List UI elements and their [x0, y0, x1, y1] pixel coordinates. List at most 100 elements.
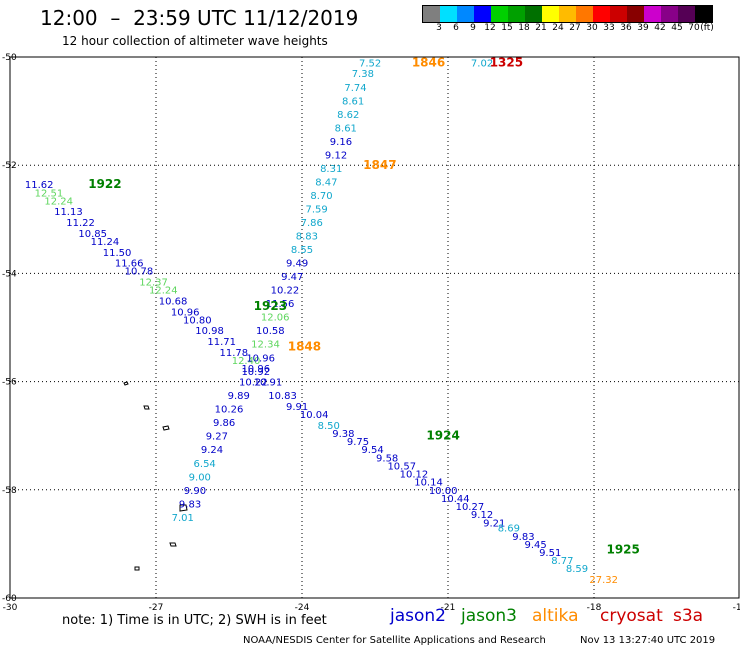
legend-swatch [593, 6, 610, 22]
legend-label: 3 [436, 23, 442, 33]
y-tick-label: -54 [2, 269, 17, 279]
swh-value-altika: 9.00 [189, 472, 211, 483]
swh-value-jason3: 10.91 [254, 378, 283, 389]
swh-value-jason3: 10.12 [400, 470, 429, 481]
swh-value-jason3: 9.38 [332, 429, 354, 440]
legend-swatch [474, 6, 491, 22]
x-tick-label: -15 [733, 603, 740, 613]
legend-swatch [457, 6, 474, 22]
legend-label: 21 [535, 23, 547, 33]
swh-value-altika: 8.61 [335, 123, 357, 134]
swh-value-jason3: 9.83 [512, 532, 534, 543]
swh-value-jason3: 12.51 [35, 188, 64, 199]
swh-value-altika: 10.96 [241, 364, 270, 375]
swh-value-altika: 9.16 [330, 137, 352, 148]
legend-swatch [576, 6, 593, 22]
legend-swatch [661, 6, 678, 22]
swh-value-jason3: 11.24 [91, 237, 120, 248]
swh-value-jason3: 10.00 [429, 486, 458, 497]
swh-value-jason3: 10.96 [171, 307, 200, 318]
credit-text: NOAA/NESDIS Center for Satellite Applica… [243, 635, 546, 646]
x-tick-label: -18 [587, 603, 602, 613]
swh-value-jason3: 11.71 [207, 337, 236, 348]
swh-value-altika: 7.52 [359, 58, 381, 69]
legend-swatch [678, 6, 695, 22]
swh-value-jason3: 9.58 [376, 453, 398, 464]
legend-swatch [644, 6, 661, 22]
swh-value-jason3: 8.50 [318, 421, 340, 432]
swh-value-altika: 8.61 [342, 96, 364, 107]
swh-value-jason3: 9.75 [347, 437, 369, 448]
y-tick-label: -56 [2, 378, 17, 388]
swh-value-altika: 7.59 [305, 204, 327, 215]
satellite-label-s3a: s3a [673, 606, 704, 626]
legend-label: 36 [620, 23, 632, 33]
legend-label: 30 [586, 23, 598, 33]
swh-value-altika: 9.89 [228, 391, 250, 402]
time-label: 1847 [363, 158, 396, 172]
swh-value-jason3: 10.27 [456, 502, 485, 513]
x-tick-label: -27 [149, 603, 164, 613]
satellite-label-jason2: jason2 [390, 606, 446, 626]
swh-value-jason3: 9.45 [524, 540, 546, 551]
swh-value-altika: 8.62 [337, 110, 359, 121]
swh-value-jason3: 11.22 [66, 218, 95, 229]
swh-value-altika: 10.22 [239, 378, 268, 389]
swh-value-jason3: 10.04 [300, 410, 329, 421]
swh-value-altika: 8.55 [291, 245, 313, 256]
swh-value-jason3: 8.77 [551, 556, 573, 567]
legend-swatch [440, 6, 457, 22]
island-outline [143, 405, 150, 410]
swh-value-jason3: 11.62 [25, 180, 54, 191]
swh-value-altika: 12.06 [261, 313, 290, 324]
time-label: 1924 [426, 429, 459, 443]
swh-value-jason3: 9.12 [471, 510, 493, 521]
swh-value-altika: 8.47 [315, 177, 337, 188]
page-title: 12:00 – 23:59 UTC 11/12/2019 [40, 6, 359, 30]
legend-label: 9 [470, 23, 476, 33]
time-label: 1848 [288, 339, 321, 353]
swh-value-altika: 7.01 [172, 513, 194, 524]
legend-label: (ft) [700, 23, 714, 33]
swh-value-jason3: 8.69 [498, 524, 520, 535]
island-outline [169, 542, 177, 547]
swh-value-altika: 9.83 [179, 499, 201, 510]
swh-value-altika: 8.83 [296, 232, 318, 243]
swh-value-altika: 7.38 [352, 69, 374, 80]
legend-swatch [627, 6, 644, 22]
swh-value-jason3: 12.37 [139, 278, 168, 289]
swh-value-jason3: 10.78 [125, 267, 154, 278]
swh-value-altika: 9.90 [184, 486, 206, 497]
time-label: 1325 [490, 55, 523, 69]
swh-value-altika: 9.86 [213, 418, 235, 429]
satellite-label-cryosat: cryosat [600, 606, 663, 626]
time-label: 1846 [412, 55, 445, 69]
time-label: 1925 [606, 542, 639, 556]
satellite-label-altika: altika [532, 606, 579, 626]
y-tick-label: -58 [2, 486, 17, 496]
legend-label: 33 [603, 23, 615, 33]
legend-swatch [559, 6, 576, 22]
swh-value-jason3: 9.54 [361, 445, 383, 456]
legend-label: 24 [552, 23, 564, 33]
swh-value-jason3: 12.24 [44, 196, 73, 207]
x-tick-label: -30 [3, 603, 18, 613]
swh-value-jason3: 10.83 [268, 391, 297, 402]
swh-value-jason3: 11.78 [220, 348, 249, 359]
swh-value-altika: 7.86 [301, 218, 323, 229]
legend-label: 18 [518, 23, 530, 33]
y-tick-label: -60 [2, 594, 17, 604]
time-label: 1922 [88, 177, 121, 191]
swh-value-altika: 8.31 [320, 164, 342, 175]
swh-value-jason3: 10.85 [78, 229, 107, 240]
legend-swatch [542, 6, 559, 22]
legend-swatch [610, 6, 627, 22]
page-subtitle: 12 hour collection of altimeter wave hei… [62, 34, 328, 48]
legend-label: 27 [569, 23, 581, 33]
swh-value-s3a: 27.32 [589, 575, 618, 586]
timestamp-text: Nov 13 13:27:40 UTC 2019 [580, 635, 716, 646]
island-outline [179, 504, 188, 512]
swh-value-jason3: 10.14 [414, 478, 443, 489]
legend-swatch [423, 6, 440, 22]
